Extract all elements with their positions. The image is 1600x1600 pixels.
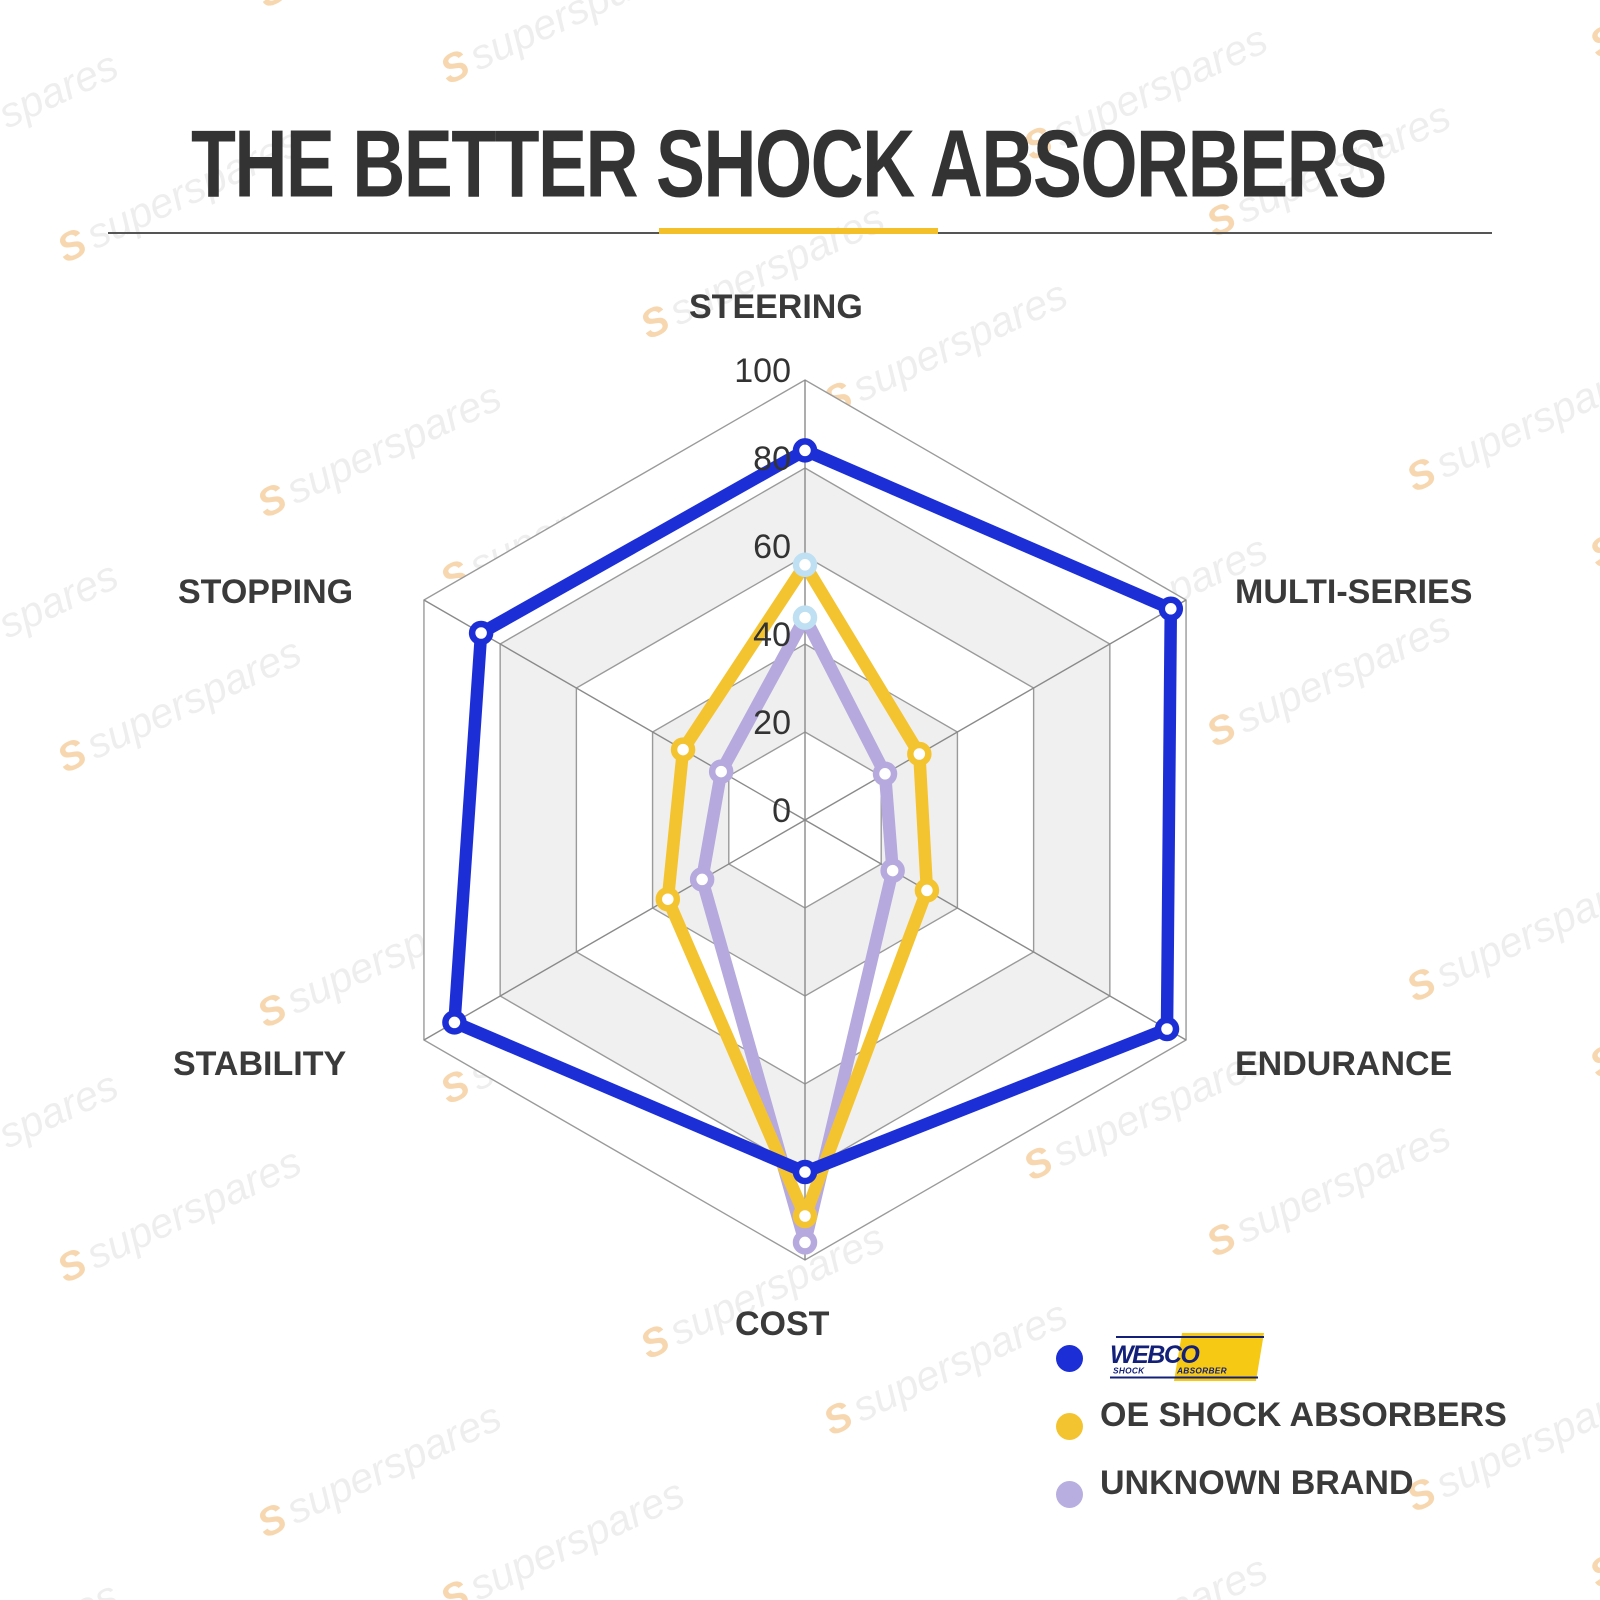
svg-text:20: 20	[753, 704, 791, 742]
svg-text:80: 80	[753, 440, 791, 478]
svg-text:0: 0	[772, 792, 791, 830]
svg-text:100: 100	[734, 352, 791, 390]
svg-text:60: 60	[753, 528, 791, 566]
svg-text:ABSORBER: ABSORBER	[1176, 1366, 1227, 1376]
svg-text:SHOCK: SHOCK	[1113, 1366, 1145, 1376]
svg-text:40: 40	[753, 616, 791, 654]
